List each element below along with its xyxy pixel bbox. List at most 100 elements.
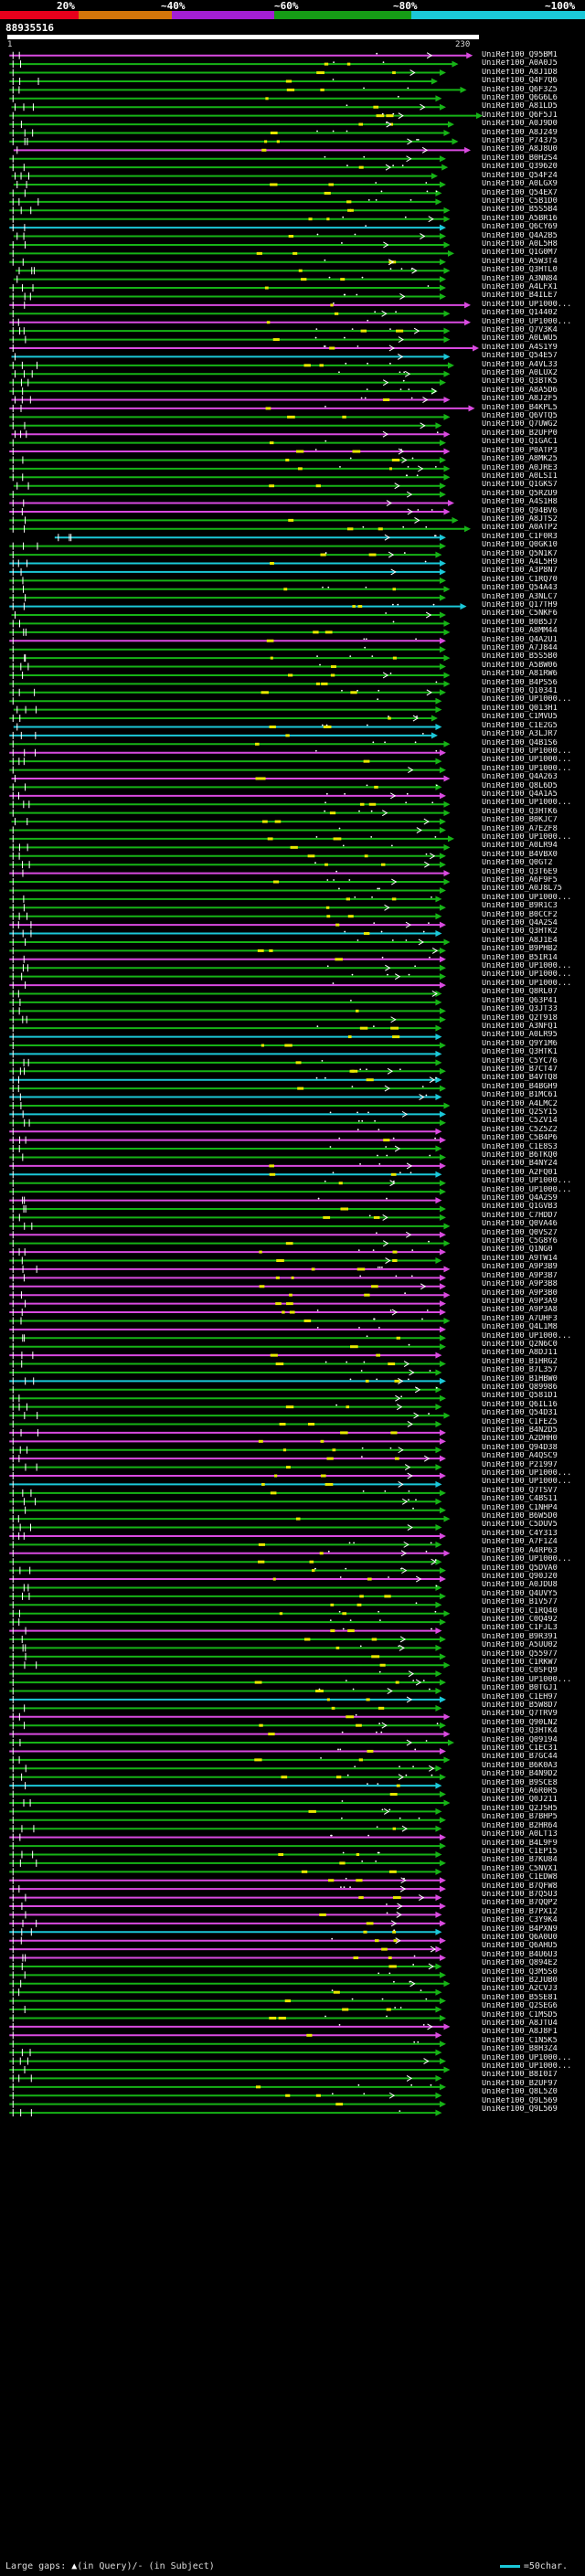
hit-label[interactable]: UniRef100_A0LWU5 bbox=[482, 334, 558, 344]
hit-label[interactable]: UniRef100_C0Q492 bbox=[482, 1615, 558, 1624]
hit-label[interactable]: UniRef100_C1EH97 bbox=[482, 1692, 558, 1701]
hit-label[interactable]: UniRef100_C4BS11 bbox=[482, 1495, 558, 1504]
hit-label[interactable]: UniRef100_UP1000... bbox=[482, 832, 572, 842]
hit-label[interactable]: UniRef100_B6TKQ0 bbox=[482, 1151, 558, 1160]
hit-label[interactable]: UniRef100_UP1000... bbox=[482, 1478, 572, 1487]
hit-label[interactable]: UniRef100_Q6VTQ5 bbox=[482, 412, 558, 421]
hit-label[interactable]: UniRef100_Q3HTK2 bbox=[482, 928, 558, 937]
hit-label[interactable]: UniRef100_B6K0A3 bbox=[482, 1761, 558, 1770]
hit-label[interactable]: UniRef100_A4S1Y9 bbox=[482, 343, 558, 352]
hit-label[interactable]: UniRef100_B7KU84 bbox=[482, 1856, 558, 1865]
hit-label[interactable]: UniRef100_B2JUB0 bbox=[482, 1977, 558, 1985]
hit-label[interactable]: UniRef100_A0A0J5 bbox=[482, 59, 558, 69]
hit-label[interactable]: UniRef100_B4BGH9 bbox=[482, 1082, 558, 1091]
hit-label[interactable]: UniRef100_Q4A2B5 bbox=[482, 231, 558, 240]
hit-label[interactable]: UniRef100_UP1000... bbox=[482, 893, 572, 902]
hit-label[interactable]: UniRef100_A9P3A9 bbox=[482, 1297, 558, 1306]
hit-label[interactable]: UniRef100_B7GC44 bbox=[482, 1753, 558, 1762]
hit-label[interactable]: UniRef100_Q6AHU5 bbox=[482, 1942, 558, 1951]
hit-label[interactable]: UniRef100_A6R0R5 bbox=[482, 1787, 558, 1797]
hit-label[interactable]: UniRef100_A0J8L75 bbox=[482, 885, 562, 894]
hit-label[interactable]: UniRef100_Q95BM1 bbox=[482, 51, 558, 59]
hit-label[interactable]: UniRef100_UP1000... bbox=[482, 317, 572, 326]
hit-label[interactable]: UniRef100_B4KPL5 bbox=[482, 403, 558, 412]
hit-label[interactable]: UniRef100_B4PXN9 bbox=[482, 1924, 558, 1934]
hit-label[interactable]: UniRef100_B9SCE8 bbox=[482, 1778, 558, 1787]
hit-label[interactable]: UniRef100_Q54A43 bbox=[482, 584, 558, 593]
hit-label[interactable]: UniRef100_A0JDU8 bbox=[482, 1581, 558, 1590]
hit-label[interactable]: UniRef100_Q4A263 bbox=[482, 773, 558, 782]
hit-label[interactable]: UniRef100_B0H2S4 bbox=[482, 154, 558, 163]
hit-label[interactable]: UniRef100_Q3HTK4 bbox=[482, 1727, 558, 1736]
hit-label[interactable]: UniRef100_B2UF97 bbox=[482, 2079, 558, 2088]
hit-label[interactable]: UniRef100_A9P3B7 bbox=[482, 1271, 558, 1280]
hit-label[interactable]: UniRef100_A9TW14 bbox=[482, 1254, 558, 1263]
hit-label[interactable]: UniRef100_P21997 bbox=[482, 1460, 558, 1469]
hit-label[interactable]: UniRef100_C1N5K5 bbox=[482, 2036, 558, 2045]
hit-label[interactable]: UniRef100_Q0J211 bbox=[482, 1796, 558, 1805]
hit-label[interactable]: UniRef100_C1E8S3 bbox=[482, 1142, 558, 1151]
hit-label[interactable]: UniRef100_A0LT13 bbox=[482, 1830, 558, 1839]
hit-label[interactable]: UniRef100_A7F1Z4 bbox=[482, 1538, 558, 1547]
hit-label[interactable]: UniRef100_B1MC61 bbox=[482, 1091, 558, 1100]
hit-label[interactable]: UniRef100_B9R391 bbox=[482, 1632, 558, 1641]
hit-label[interactable]: UniRef100_Q54E57 bbox=[482, 352, 558, 361]
hit-label[interactable]: UniRef100_Q013H1 bbox=[482, 704, 558, 713]
hit-label[interactable]: UniRef100_Q90LN2 bbox=[482, 1718, 558, 1727]
hit-label[interactable]: UniRef100_C1RQ70 bbox=[482, 575, 558, 584]
hit-label[interactable]: UniRef100_A5UU02 bbox=[482, 1641, 558, 1650]
hit-label[interactable]: UniRef100_Q2SY15 bbox=[482, 1108, 558, 1117]
hit-label[interactable]: UniRef100_Q3BTK5 bbox=[482, 377, 558, 387]
hit-label[interactable]: UniRef100_A3NLC7 bbox=[482, 592, 558, 601]
hit-label[interactable]: UniRef100_A8JTU4 bbox=[482, 2019, 558, 2029]
hit-label[interactable]: UniRef100_A2FQ01 bbox=[482, 1168, 558, 1177]
hit-label[interactable]: UniRef100_B7L357 bbox=[482, 1366, 558, 1375]
hit-label[interactable]: UniRef100_C5DUV5 bbox=[482, 1521, 558, 1530]
hit-label[interactable]: UniRef100_A0L5H8 bbox=[482, 239, 558, 249]
hit-label[interactable]: UniRef100_B4VBX0 bbox=[482, 850, 558, 859]
hit-label[interactable]: UniRef100_A8J2F5 bbox=[482, 395, 558, 404]
hit-label[interactable]: UniRef100_Q3HTK1 bbox=[482, 1048, 558, 1057]
hit-label[interactable]: UniRef100_B7PX12 bbox=[482, 1907, 558, 1916]
hit-label[interactable]: UniRef100_B7Q5U3 bbox=[482, 1890, 558, 1899]
hit-label[interactable]: UniRef100_C1E2G5 bbox=[482, 721, 558, 730]
hit-label[interactable]: UniRef100_A9P3B9 bbox=[482, 1263, 558, 1272]
hit-label[interactable]: UniRef100_A0LR95 bbox=[482, 1031, 558, 1040]
hit-label[interactable]: UniRef100_A3NFQ1 bbox=[482, 1022, 558, 1031]
hit-label[interactable]: UniRef100_Q8RL07 bbox=[482, 988, 558, 997]
hit-label[interactable]: UniRef100_Q6G6L6 bbox=[482, 94, 558, 103]
hit-label[interactable]: UniRef100_Q1G0M7 bbox=[482, 249, 558, 258]
hit-label[interactable]: UniRef100_Q1GAC1 bbox=[482, 438, 558, 447]
hit-label[interactable]: UniRef100_Q54EX7 bbox=[482, 188, 558, 197]
hit-label[interactable]: UniRef100_B7BHP5 bbox=[482, 1813, 558, 1822]
hit-label[interactable]: UniRef100_Q0VS27 bbox=[482, 1228, 558, 1237]
hit-label[interactable]: UniRef100_C1F0R3 bbox=[482, 532, 558, 541]
hit-label[interactable]: UniRef100_A0JRE3 bbox=[482, 463, 558, 472]
hit-label[interactable]: UniRef100_C1EC31 bbox=[482, 1744, 558, 1754]
hit-label[interactable]: UniRef100_Q14402 bbox=[482, 309, 558, 318]
hit-label[interactable]: UniRef100_A5BW06 bbox=[482, 661, 558, 670]
hit-label[interactable]: UniRef100_A8DJ11 bbox=[482, 1349, 558, 1358]
hit-label[interactable]: UniRef100_A8J8U0 bbox=[482, 145, 558, 154]
hit-label[interactable]: UniRef100_UP1000... bbox=[482, 979, 572, 988]
hit-label[interactable]: UniRef100_Q3HTK6 bbox=[482, 807, 558, 816]
hit-label[interactable]: UniRef100_A3NN84 bbox=[482, 274, 558, 283]
hit-label[interactable]: UniRef100_Q54D31 bbox=[482, 1409, 558, 1418]
hit-label[interactable]: UniRef100_Q17TH9 bbox=[482, 601, 558, 610]
hit-label[interactable]: UniRef100_UP1000... bbox=[482, 300, 572, 309]
hit-label[interactable]: UniRef100_A7EZF8 bbox=[482, 824, 558, 833]
hit-label[interactable]: UniRef100_A0ATP2 bbox=[482, 524, 558, 533]
hit-label[interactable]: UniRef100_Q894E2 bbox=[482, 1959, 558, 1968]
hit-label[interactable]: UniRef100_C5B4P6 bbox=[482, 1134, 558, 1143]
hit-label[interactable]: UniRef100_A81RW6 bbox=[482, 670, 558, 679]
hit-label[interactable]: UniRef100_B4VTQ8 bbox=[482, 1074, 558, 1083]
hit-label[interactable]: UniRef100_A2CVJ3 bbox=[482, 1985, 558, 1994]
hit-label[interactable]: UniRef100_A0LSI1 bbox=[482, 472, 558, 481]
hit-label[interactable]: UniRef100_Q63P41 bbox=[482, 996, 558, 1005]
hit-label[interactable]: UniRef100_UP1000... bbox=[482, 1469, 572, 1479]
hit-label[interactable]: UniRef100_B5S5B4 bbox=[482, 206, 558, 215]
hit-label[interactable]: UniRef100_C5NKF6 bbox=[482, 610, 558, 619]
hit-label[interactable]: UniRef100_A4LMC2 bbox=[482, 1099, 558, 1108]
hit-label[interactable]: UniRef100_Q09194 bbox=[482, 1735, 558, 1744]
hit-label[interactable]: UniRef100_B4L9F9 bbox=[482, 1839, 558, 1848]
